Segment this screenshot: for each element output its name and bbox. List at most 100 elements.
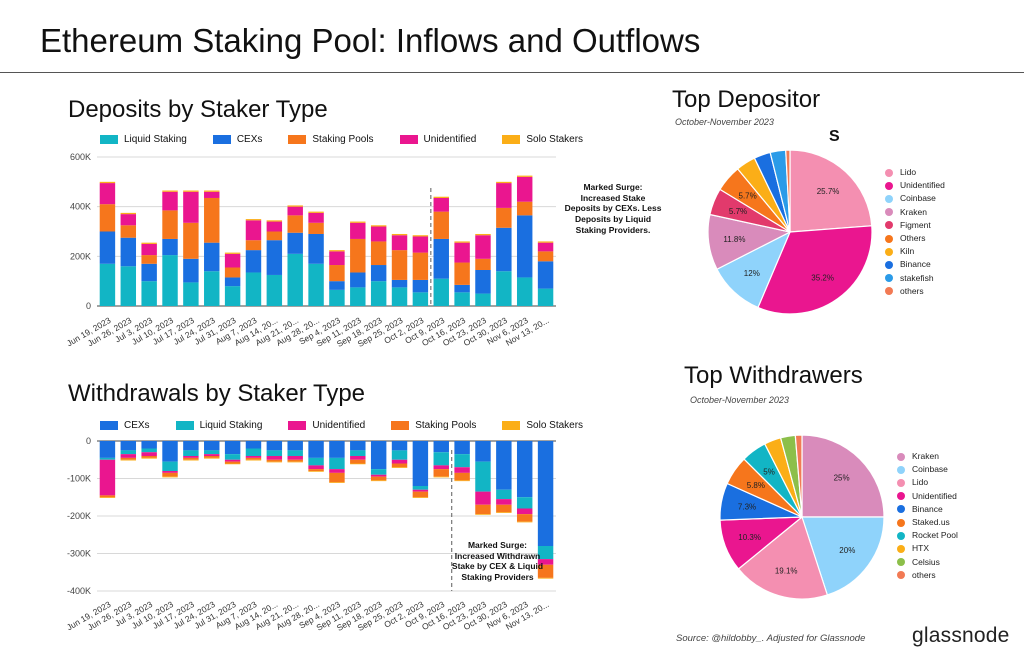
legend-label: Unidentified [423, 134, 477, 145]
deposits-annotation: Marked Surge: Increased Stake Deposits by … [560, 182, 666, 235]
y-tick-label: 0 [86, 436, 91, 446]
bar-cexs [329, 441, 345, 458]
bar-unidentified [224, 253, 241, 268]
pie-legend-unidentified: Unidentified [885, 179, 945, 192]
bar-liquid-staking [99, 457, 116, 460]
page-title: Ethereum Staking Pool: Inflows and Outfl… [40, 22, 701, 59]
bar-liquid-staking [496, 271, 512, 306]
bar-solo-stakers [350, 221, 366, 223]
bar-unidentified [329, 469, 345, 473]
bar-staking-pools [141, 456, 157, 458]
bar-solo-stakers [412, 235, 429, 237]
bar-unidentified [141, 452, 157, 456]
bar-solo-stakers [433, 476, 449, 478]
legend-label: CEXs [236, 134, 263, 145]
source-note: Source: @hildobby_. Adjusted for Glassno… [676, 633, 866, 644]
bar-staking-pools [516, 514, 533, 522]
bar-cexs [475, 269, 491, 294]
pie-slice-label: 35.2% [811, 273, 834, 282]
legend-staking-pools: Staking Pools [288, 134, 374, 145]
bar-unidentified [412, 236, 429, 253]
legend-label: Coinbase [900, 193, 936, 204]
legend-label: Solo Stakers [526, 134, 584, 145]
bar-cexs [496, 441, 512, 490]
bar-staking-pools [183, 222, 199, 259]
bar-cexs [245, 441, 262, 449]
top-depositor-title: Top Depositor [672, 86, 821, 113]
bar-staking-pools [266, 459, 283, 462]
bar-solo-stakers [162, 476, 178, 478]
bar-unidentified [99, 183, 116, 205]
bar-staking-pools [454, 262, 470, 285]
bar-liquid-staking [224, 454, 241, 460]
bar-solo-stakers [99, 497, 116, 498]
bar-liquid-staking [537, 288, 554, 306]
annotation-line: Marked Surge: [467, 540, 528, 550]
bar-liquid-staking [287, 450, 303, 456]
pie-slice-unidentified [757, 225, 873, 315]
bar-liquid-staking [475, 293, 491, 306]
annotation-line: Staking Providers [461, 571, 534, 582]
bar-cexs [412, 441, 429, 486]
bar-cexs [287, 441, 303, 451]
bar-solo-stakers [329, 482, 345, 483]
bar-cexs [350, 272, 366, 288]
pie-slice-others [785, 149, 791, 233]
bar-unidentified [496, 183, 512, 208]
top-withdrawers-pie: 25% 20% 19.1% 10.3% 7.3% 5.8% 5% [719, 434, 885, 600]
bar-cexs [120, 237, 137, 267]
pie-slice-label: 19.1% [775, 567, 798, 576]
bar-unidentified [391, 459, 408, 464]
bar-cexs [141, 441, 157, 449]
bar-liquid-staking [412, 292, 429, 306]
bar-unidentified [204, 454, 220, 456]
legend-label: others [912, 569, 936, 580]
bar-unidentified [141, 243, 157, 256]
bar-solo-stakers [370, 225, 387, 227]
legend-dot [885, 274, 893, 283]
y-tick-label: 600K [70, 152, 91, 162]
bar-staking-pools [370, 241, 387, 266]
bar-staking-pools [433, 211, 449, 239]
y-tick-label: -200K [67, 511, 91, 521]
bar-solo-stakers [537, 241, 554, 243]
deposits-legend: Liquid Staking CEXs Staking Pools Unidentif… [100, 134, 583, 145]
y-tick-label: -400K [67, 586, 91, 596]
bar-unidentified [308, 465, 324, 470]
bar-unidentified [475, 491, 491, 505]
legend-dot [885, 168, 893, 177]
annotation-line: Deposits by Liquid [574, 213, 652, 224]
legend-label: Coinbase [912, 464, 948, 475]
bar-unidentified [224, 459, 241, 462]
bar-solo-stakers [496, 512, 512, 513]
bar-liquid-staking [245, 448, 262, 456]
pie-legend-rocket-pool: Rocket Pool [897, 529, 958, 542]
pie-slice-lido [737, 515, 829, 600]
legend-unidentified: Unidentified [399, 134, 477, 145]
top-withdrawers-subtitle: October-November 2023 [690, 395, 789, 405]
legend-label: Unidentified [900, 180, 945, 191]
bar-liquid-staking [308, 457, 324, 466]
bar-staking-pools [412, 252, 429, 280]
bar-unidentified [287, 206, 303, 216]
legend-dot [897, 505, 905, 514]
legend-label: stakefish [900, 272, 934, 283]
bar-unidentified [266, 456, 283, 460]
bar-solo-stakers [224, 463, 241, 465]
pie-legend-kraken: Kraken [897, 450, 958, 463]
bar-unidentified [391, 235, 408, 251]
bar-unidentified [454, 467, 470, 473]
pie-slice-label: 20% [839, 546, 855, 555]
bar-liquid-staking [475, 461, 491, 492]
legend-liquid-staking: Liquid Staking [100, 134, 187, 145]
bar-liquid-staking [183, 450, 199, 456]
bar-cexs [454, 441, 470, 455]
bar-cexs [224, 441, 241, 455]
bar-solo-stakers [99, 181, 116, 184]
bar-cexs [245, 250, 262, 273]
bar-staking-pools [120, 225, 137, 238]
top-withdrawers-legend: Kraken Coinbase Lido Unidentified Binance Sta… [897, 450, 958, 582]
bar-solo-stakers [454, 241, 470, 243]
bar-cexs [266, 240, 283, 275]
